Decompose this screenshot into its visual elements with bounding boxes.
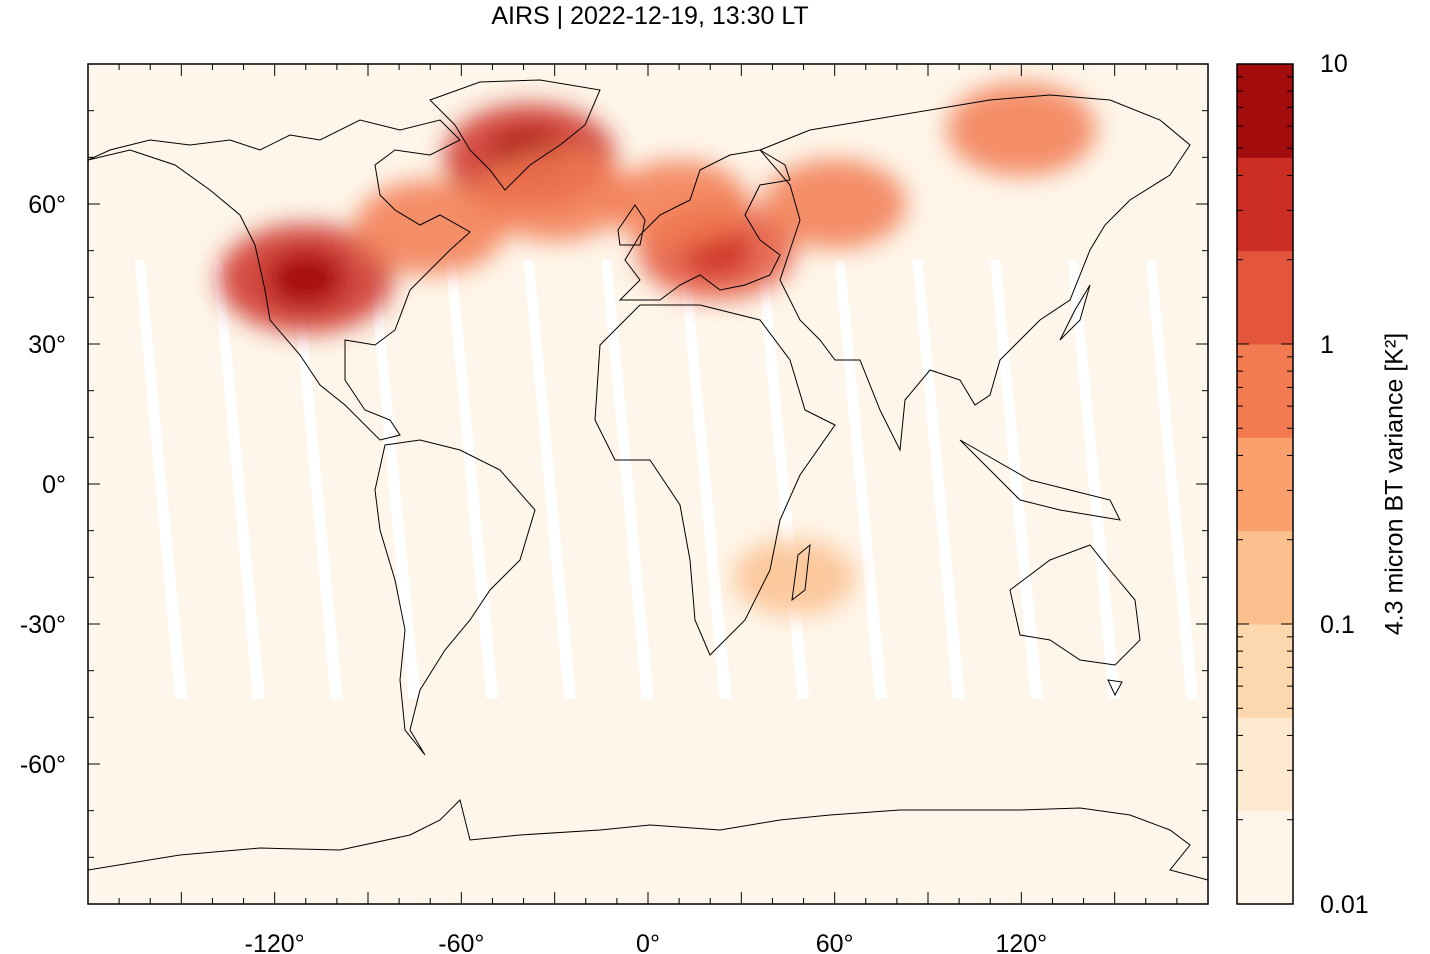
y-tick-label: 0° (42, 471, 66, 499)
swath-gaps (134, 260, 1199, 699)
swath-gap (912, 260, 965, 699)
coastline-north-america (88, 119, 471, 441)
axis-ticks (87, 63, 1209, 905)
swath-gap (601, 260, 654, 699)
y-tick-labels: 60° 30° 0° -30° -60° (20, 191, 66, 779)
swath-gap (445, 260, 499, 699)
colorbar (1237, 64, 1293, 905)
coastline-indonesia (959, 439, 1121, 521)
colorbar-segment (1237, 250, 1293, 345)
colorbar-segment (1237, 344, 1293, 438)
colorbar-segment (1237, 624, 1293, 718)
swath-gap (290, 260, 343, 699)
colorbar-tick-label: 0.1 (1320, 611, 1355, 639)
colorbar-tick-label: 0.01 (1320, 891, 1369, 919)
y-tick-label: 30° (28, 331, 66, 359)
swath-gap (1145, 260, 1199, 699)
hotspot-north-atlantic (480, 148, 630, 242)
y-tick-label: 60° (28, 191, 66, 219)
colorbar-segment (1237, 530, 1293, 625)
swath-gap (834, 260, 888, 699)
x-tick-label: -120° (245, 930, 305, 954)
swath-gap (1068, 260, 1121, 699)
coastline-uk (617, 204, 646, 246)
colorbar-tick-labels: 10 1 0.1 0.01 (1320, 50, 1369, 919)
coastline-africa (594, 304, 836, 656)
x-tick-label: -60° (438, 930, 484, 954)
colorbar-tick-label: 10 (1320, 50, 1348, 78)
hotspot-eastern-canada (354, 179, 506, 275)
swath-gap (212, 260, 265, 699)
colorbar-frame (1236, 63, 1294, 905)
coastline-europe (618, 149, 791, 301)
colorbar-segment (1237, 64, 1293, 158)
swath-gap (523, 260, 576, 699)
colorbar-tick-label: 1 (1320, 331, 1334, 359)
y-tick-label: -60° (20, 751, 66, 779)
coastline-asia (759, 94, 1191, 452)
hotspot-core-western-north-america (267, 251, 345, 307)
x-tick-label: 60° (816, 930, 854, 954)
colorbar-label: 4.3 micron BT variance [K²] (1380, 332, 1409, 636)
x-tick-labels: -120° -60° 0° 60° 120° (245, 930, 1048, 954)
coastline-tasmania (1107, 679, 1123, 697)
plot-title: AIRS | 2022-12-19, 13:30 LT (491, 2, 809, 30)
x-tick-label: 120° (995, 930, 1047, 954)
swath-gap (368, 260, 421, 699)
coastline-antarctica (88, 799, 1208, 881)
colorbar-segment (1237, 717, 1293, 812)
swath-gap (679, 260, 732, 699)
x-tick-label: 0° (636, 930, 660, 954)
y-tick-label: -30° (20, 611, 66, 639)
hotspot-madagascar-east (733, 539, 856, 616)
hotspot-siberia-north (946, 82, 1096, 176)
colorbar-segment (1237, 810, 1293, 905)
coastline-greenland (429, 79, 601, 191)
hotspot-scandinavia (609, 160, 750, 248)
hotspot-central-russia (762, 159, 907, 249)
coastlines (88, 79, 1208, 881)
swath-gap (990, 260, 1043, 699)
variance-hotspots (218, 82, 1096, 616)
coastline-madagascar (791, 543, 811, 602)
colorbar-ticks (1237, 63, 1293, 905)
swath-gap (134, 260, 188, 699)
coastline-south-america (374, 439, 536, 756)
colorbar-segment (1237, 437, 1293, 532)
coastline-australia (1009, 544, 1141, 666)
coastline-japan (1059, 284, 1091, 341)
colorbar-segment (1237, 157, 1293, 252)
